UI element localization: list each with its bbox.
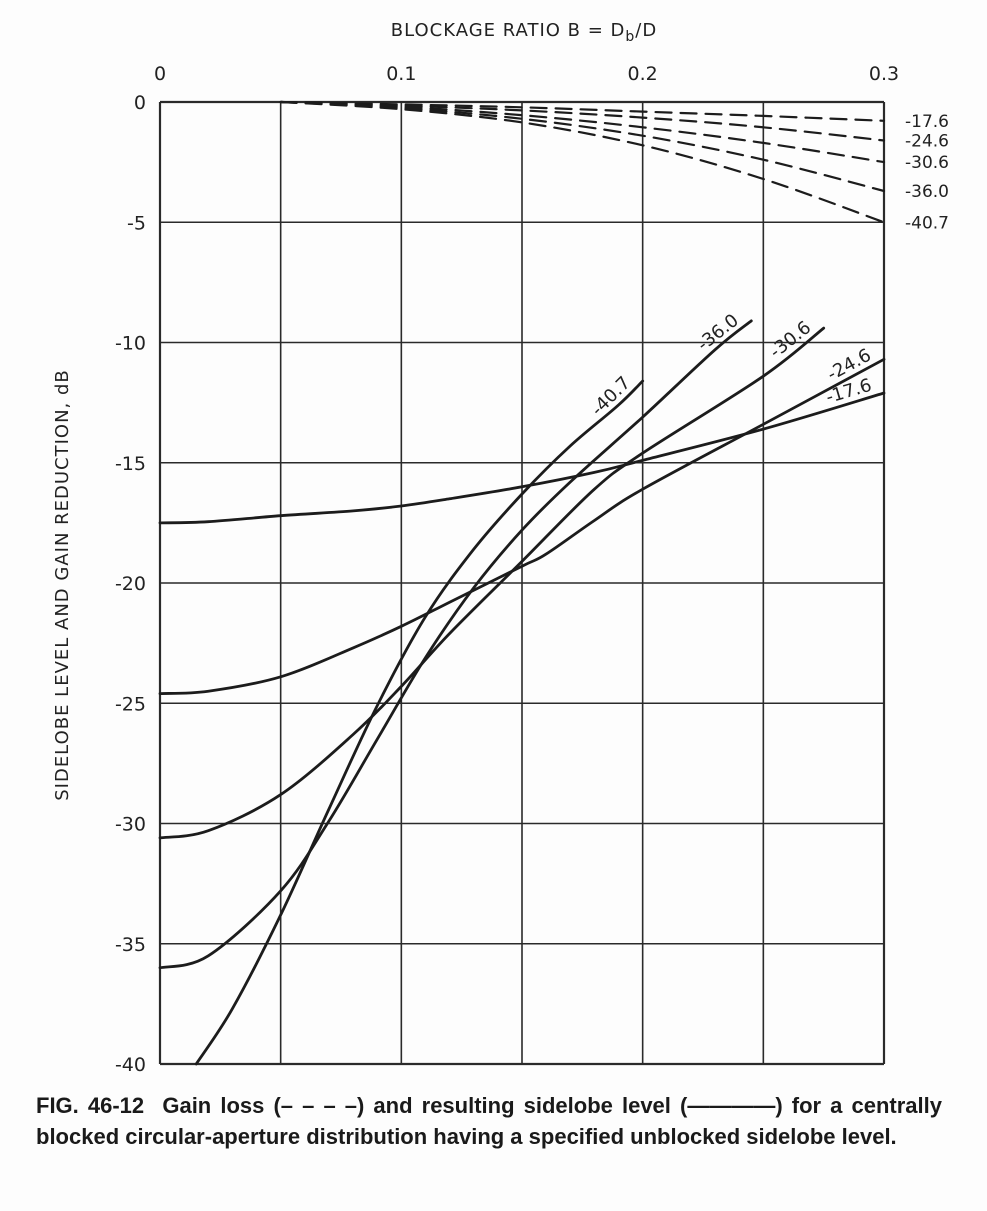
y-tick-label: -25 [115, 693, 146, 715]
y-tick-label: -30 [115, 814, 146, 836]
y-axis-title: SIDELOBE LEVEL AND GAIN REDUCTION, dB [52, 369, 73, 801]
gain-loss-curve [279, 100, 886, 224]
x-axis-ticks: 0 0.1 0.2 0.3 [154, 63, 899, 85]
gain-loss-label: -36.0 [905, 182, 949, 202]
gain-loss-label: -17.6 [905, 112, 949, 132]
series-group [158, 100, 886, 1066]
y-tick-label: -5 [127, 212, 146, 234]
y-tick-label: 0 [134, 92, 146, 114]
gain-loss-curve [279, 100, 886, 193]
grid [158, 100, 886, 1066]
x-tick-label: 0.2 [628, 63, 658, 85]
gain-loss-label: -24.6 [905, 131, 949, 151]
sidelobe-curve [158, 319, 753, 970]
caption-text: Gain loss (– – – –) and resulting sidelo… [36, 1093, 942, 1149]
y-tick-label: -10 [115, 333, 146, 355]
sidelobe-curve [158, 326, 826, 840]
gain-loss-label: -30.6 [905, 153, 949, 173]
gain-loss-label: -40.7 [905, 213, 949, 233]
chart: 0 0.1 0.2 0.3 0 -5 -10 -15 -20 -25 -30 -35 -40 -17.… [52, 20, 949, 1076]
x-axis-title: BLOCKAGE RATIO B = Db/D [391, 20, 657, 45]
x-tick-label: 0.3 [869, 63, 899, 85]
figure-caption: FIG. 46-12 Gain loss (– – – –) and resul… [36, 1090, 942, 1152]
gain-loss-curve [279, 100, 886, 164]
x-tick-label: 0 [154, 63, 166, 85]
figure-number: FIG. 46-12 [36, 1093, 145, 1118]
y-tick-label: -15 [115, 453, 146, 475]
sidelobe-curve [194, 379, 645, 1066]
y-tick-label: -20 [115, 573, 146, 595]
x-tick-label: 0.1 [386, 63, 416, 85]
y-tick-label: -35 [115, 934, 146, 956]
y-tick-label: -40 [115, 1054, 146, 1076]
sidelobe-curve [158, 391, 886, 525]
y-axis-ticks: 0 -5 -10 -15 -20 -25 -30 -35 -40 [115, 92, 146, 1076]
